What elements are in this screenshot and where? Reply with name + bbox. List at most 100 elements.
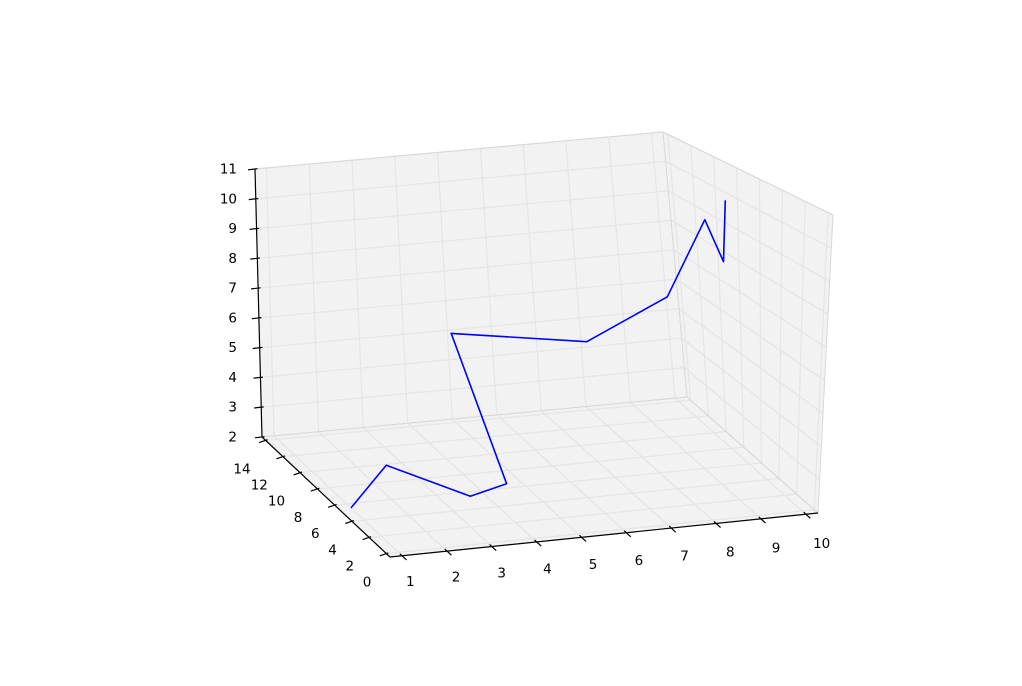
grid-line-z-right: [678, 308, 824, 415]
x-tick-label: 3: [497, 566, 506, 582]
grid-line-x-wall: [265, 167, 275, 436]
z-tick-mark: [252, 346, 263, 350]
x-tick-mark: [578, 534, 587, 542]
z-tick-mark: [250, 257, 260, 260]
grid-line-y-floor: [317, 446, 744, 490]
z-tick-mark: [251, 317, 262, 320]
z-tick-label: 5: [228, 340, 237, 356]
y-tick-mark: [327, 503, 337, 508]
grid-line-y-floor: [351, 477, 780, 522]
grid-line-z-left: [261, 367, 685, 408]
grid-line-y-floor: [386, 509, 815, 555]
grid-line-z-left: [255, 160, 666, 200]
x-tick-mark: [803, 511, 811, 519]
grid-line-x-wall: [522, 144, 542, 411]
grid-line-z-left: [256, 190, 669, 230]
grid-line-y-floor: [282, 415, 709, 458]
grid-line-z-right: [681, 337, 822, 448]
y-tick-mark: [293, 471, 303, 476]
grid-line-z-left: [257, 219, 672, 259]
y-tick-label: 2: [346, 558, 355, 574]
y-tick-mark: [345, 520, 355, 525]
x-tick-mark: [489, 544, 497, 552]
pane-left-wall: [255, 132, 687, 437]
grid-line-y-wall: [735, 167, 745, 448]
grid-line-x-wall: [608, 136, 631, 403]
y-tick-mark: [310, 487, 320, 492]
grid-line-z-right: [665, 160, 832, 249]
z-tick-label: 9: [228, 221, 237, 237]
grid-line-z-left: [258, 278, 677, 319]
z-tick-label: 11: [220, 162, 237, 178]
z-tick-mark: [254, 406, 264, 409]
pane-floor: [262, 397, 818, 557]
grid-line-y-floor: [334, 462, 762, 506]
x-tick-label: 9: [772, 540, 781, 556]
x-tick-mark: [399, 553, 407, 561]
x-tick-mark: [534, 539, 542, 547]
pane-edge: [662, 131, 834, 216]
grid-line-z-left: [260, 337, 682, 378]
z-tick-mark: [253, 376, 263, 379]
grid-line-z-right: [683, 367, 821, 481]
x-tick-mark: [444, 548, 452, 556]
pane-edge: [254, 131, 664, 170]
grid-line-x-wall: [650, 132, 676, 399]
x-tick-mark: [668, 525, 677, 533]
data-line-line-1: [350, 200, 727, 509]
y-tick-label: 6: [311, 526, 320, 542]
x-tick-label: 7: [680, 549, 689, 565]
z-tick-mark: [249, 227, 260, 230]
grid-line-y-floor: [265, 399, 691, 441]
pane-edge: [662, 131, 688, 398]
z-tick-mark: [248, 197, 259, 201]
y-tick-label: 0: [363, 575, 372, 591]
x-tick-label: 2: [452, 570, 461, 586]
x-tick-label: 1: [406, 574, 415, 590]
grid-line-y-wall: [778, 190, 783, 479]
x-tick-mark: [623, 530, 632, 538]
z-tick-mark: [254, 436, 265, 439]
z-tick-label: 7: [228, 281, 237, 297]
grid-line-x-wall: [351, 160, 364, 428]
y-tick-mark: [276, 455, 286, 460]
pane-edge: [817, 214, 834, 514]
grid-line-y-wall: [796, 201, 806, 495]
pane-edge: [261, 396, 688, 438]
z-tick-label: 4: [228, 370, 237, 386]
grid-line-z-right: [668, 190, 830, 282]
x-tick-mark: [758, 516, 766, 524]
z-tick-label: 3: [228, 400, 237, 416]
z-axis-spine: [254, 168, 263, 438]
grid-line-x-wall: [394, 156, 409, 424]
y-tick-mark: [379, 552, 389, 557]
x-tick-mark: [713, 521, 722, 529]
grid-line-y-floor: [300, 430, 727, 474]
grid-line-z-left: [259, 308, 680, 349]
y-tick-mark: [258, 439, 268, 444]
grid-line-y-wall: [758, 179, 762, 463]
y-tick-label: 10: [268, 494, 285, 510]
z-tick-mark: [247, 168, 258, 171]
x-axis-spine: [389, 512, 819, 558]
grid-line-y-wall: [690, 145, 709, 416]
grid-line-y-floor: [369, 493, 797, 538]
x-tick-label: 5: [589, 557, 598, 573]
grid-line-y-wall: [813, 212, 829, 510]
x-tick-label: 10: [813, 536, 830, 552]
y-tick-mark: [362, 536, 372, 541]
z-tick-mark: [251, 287, 261, 290]
grid-line-z-right: [673, 249, 827, 348]
z-tick-label: 10: [220, 191, 237, 207]
y-tick-label: 12: [251, 478, 268, 494]
grid-line-y-wall: [713, 156, 727, 432]
z-tick-label: 2: [228, 430, 237, 446]
grid-line-x-wall: [479, 148, 498, 415]
grid-line-x-wall: [308, 164, 320, 432]
grid-line-z-right: [675, 278, 826, 382]
grid-line-x-wall: [437, 152, 453, 420]
y-tick-label: 14: [233, 461, 250, 477]
x-tick-label: 6: [635, 553, 644, 569]
